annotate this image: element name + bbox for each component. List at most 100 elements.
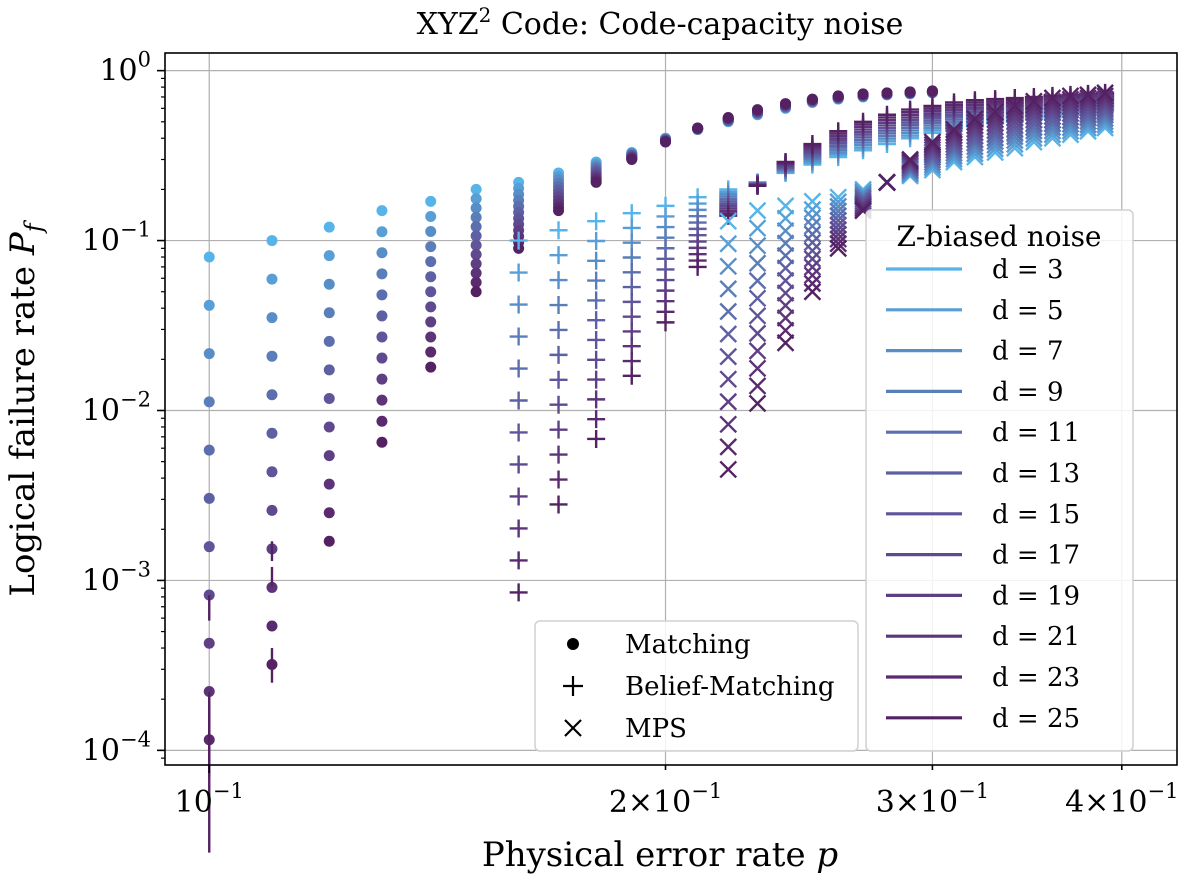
matching-point bbox=[470, 183, 482, 195]
belief-matching-point bbox=[776, 152, 795, 171]
mps-point bbox=[776, 221, 795, 240]
matching-point bbox=[203, 348, 215, 360]
mps-point bbox=[748, 201, 767, 220]
matching-point bbox=[266, 312, 278, 324]
mps-point bbox=[719, 280, 738, 298]
belief-matching-point bbox=[656, 313, 675, 332]
mps-point bbox=[1025, 92, 1043, 111]
mps-point bbox=[719, 347, 738, 366]
x-tick-mantissa: 2× bbox=[609, 785, 653, 820]
legend-matching-label: Matching bbox=[625, 630, 751, 660]
matching-point bbox=[203, 541, 215, 553]
y-tick-label: 10−2 bbox=[82, 387, 151, 428]
legend-distance-label: d = 19 bbox=[992, 581, 1080, 611]
y-tick-exponent: −4 bbox=[120, 727, 151, 751]
matching-point bbox=[470, 267, 482, 279]
belief-matching-point bbox=[587, 251, 606, 270]
matching-point bbox=[266, 350, 278, 362]
mps-point bbox=[923, 133, 942, 151]
title-rest: Code: Code-capacity noise bbox=[491, 7, 903, 42]
matching-point bbox=[323, 278, 335, 290]
plot-frame bbox=[164, 52, 1178, 766]
belief-matching-point bbox=[587, 291, 606, 310]
legend-markers: Matching Belief-Matching MPS bbox=[534, 620, 859, 752]
matching-point bbox=[376, 226, 388, 238]
belief-matching-point bbox=[509, 295, 528, 314]
mps-point bbox=[1043, 89, 1062, 107]
belief-matching-point bbox=[549, 221, 568, 240]
matching-point bbox=[470, 230, 482, 242]
mps-point bbox=[776, 271, 795, 290]
matching-point bbox=[425, 241, 437, 253]
matching-point bbox=[376, 373, 388, 385]
matching-point bbox=[806, 93, 818, 105]
matching-point bbox=[425, 210, 437, 222]
mps-point bbox=[986, 106, 1004, 125]
matching-point bbox=[376, 415, 388, 427]
matching-point bbox=[553, 205, 565, 217]
matching-point bbox=[425, 316, 437, 328]
mps-point bbox=[748, 324, 767, 343]
x-axis-label-text: Physical error rate bbox=[482, 835, 817, 875]
matching-point bbox=[926, 85, 938, 97]
series-layer bbox=[203, 83, 1115, 853]
belief-matching-point bbox=[549, 370, 568, 389]
x-tick-base: 10 bbox=[920, 785, 958, 820]
matching-point bbox=[323, 507, 335, 519]
legend-distance-label: d = 17 bbox=[992, 541, 1080, 571]
matching-point bbox=[266, 466, 278, 478]
matching-point bbox=[425, 346, 437, 358]
matching-point bbox=[470, 239, 482, 251]
matching-point bbox=[470, 286, 482, 298]
mps-point bbox=[1025, 99, 1043, 118]
mps-point bbox=[1061, 94, 1080, 112]
mps-point bbox=[1079, 92, 1097, 111]
mps-point bbox=[748, 394, 767, 413]
mps-point bbox=[803, 233, 822, 252]
mps-point bbox=[803, 208, 822, 227]
mps-point bbox=[803, 241, 822, 260]
belief-matching-point bbox=[549, 271, 568, 290]
mps-point bbox=[719, 234, 738, 253]
matching-point bbox=[470, 249, 482, 261]
matching-point bbox=[590, 176, 602, 188]
y-tick-label: 100 bbox=[99, 48, 151, 89]
mps-point bbox=[1005, 104, 1024, 123]
x-tick-exponent: −1 bbox=[1148, 779, 1179, 803]
x-tick-base: 10 bbox=[175, 785, 213, 820]
belief-matching-point bbox=[587, 390, 606, 409]
matching-point bbox=[881, 87, 893, 99]
y-tick-exponent: −1 bbox=[120, 218, 151, 242]
mps-point bbox=[748, 306, 767, 325]
matching-point bbox=[376, 289, 388, 301]
matching-point bbox=[425, 286, 437, 298]
matching-point bbox=[203, 637, 215, 649]
mps-point bbox=[719, 438, 738, 456]
mps-point bbox=[748, 236, 767, 255]
x-tick-label: 3×10−1 bbox=[876, 779, 989, 820]
mps-point bbox=[878, 173, 896, 192]
belief-matching-point bbox=[587, 429, 606, 448]
legend-distance-label: d = 25 bbox=[992, 704, 1080, 734]
mps-point bbox=[776, 296, 795, 315]
matching-point bbox=[323, 250, 335, 262]
title-main: XYZ bbox=[417, 7, 479, 42]
belief-matching-point bbox=[854, 112, 873, 131]
mps-point bbox=[776, 246, 795, 265]
matching-point bbox=[203, 686, 215, 698]
matching-point bbox=[203, 299, 215, 311]
matching-point bbox=[323, 421, 335, 433]
matching-point bbox=[203, 492, 215, 504]
mps-point bbox=[776, 197, 795, 215]
legend-distance-label: d = 21 bbox=[992, 622, 1080, 652]
matching-point bbox=[425, 226, 437, 238]
mps-point bbox=[829, 239, 848, 258]
matching-point bbox=[266, 273, 278, 285]
x-tick-base: 10 bbox=[653, 785, 691, 820]
matching-point bbox=[626, 153, 638, 165]
mps-point bbox=[803, 274, 822, 293]
belief-matching-point bbox=[509, 423, 528, 442]
mps-point bbox=[776, 321, 795, 340]
x-tick-exponent: −1 bbox=[958, 779, 989, 803]
y-tick-exponent: −2 bbox=[120, 387, 151, 411]
